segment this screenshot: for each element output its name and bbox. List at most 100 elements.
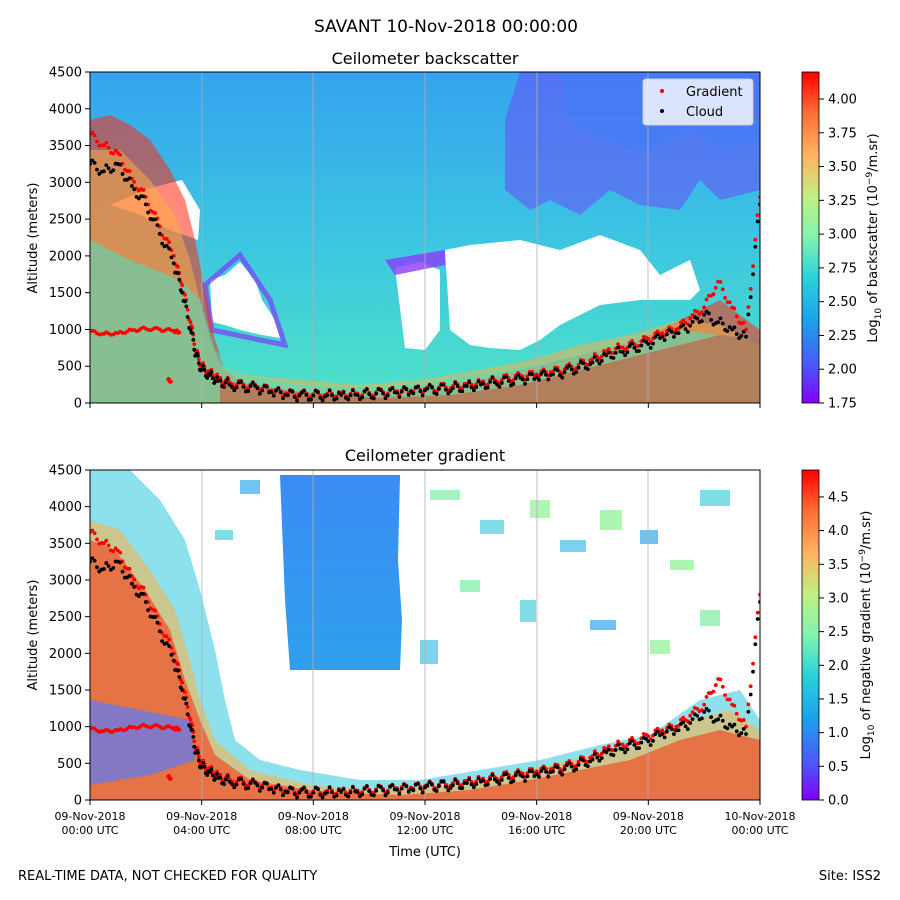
gradient-point — [702, 305, 707, 310]
cloud-point — [196, 361, 201, 366]
gradient-point — [210, 770, 215, 775]
cloud-point — [434, 789, 439, 793]
cloud-point — [183, 696, 187, 701]
cloud-point — [734, 729, 739, 734]
cloud-point — [257, 391, 262, 396]
backscatter-x-ticks — [89, 403, 761, 408]
cloud-point — [688, 721, 693, 725]
cloud-point — [499, 778, 504, 782]
backscatter-gap-mid — [395, 262, 440, 350]
cloud-point — [497, 782, 502, 786]
cloud-point — [225, 377, 230, 382]
cloud-point — [411, 391, 416, 396]
gradient-point — [751, 661, 755, 666]
cloud-point — [215, 374, 219, 379]
gradient-point — [164, 634, 169, 639]
gradient-point — [95, 537, 99, 542]
backscatter-panel: Ceilometer backscatter — [26, 49, 884, 412]
cloud-point — [613, 350, 618, 355]
y-tick-label: 4500 — [49, 66, 82, 81]
y-tick-label: 500 — [57, 360, 82, 375]
cloud-point — [616, 345, 620, 350]
cloud-point — [292, 395, 297, 400]
cloud-point — [327, 388, 332, 393]
gradient-point — [132, 179, 137, 184]
gradient-point — [210, 373, 215, 378]
cloud-point — [290, 389, 295, 394]
cloud-point — [720, 718, 725, 723]
cloud-point — [196, 758, 201, 763]
cloud-point — [371, 396, 376, 401]
cloud-point — [390, 783, 395, 788]
cloud-point — [118, 560, 123, 565]
cloud-point — [755, 219, 760, 224]
cloud-point — [558, 770, 562, 775]
cloud-point — [464, 384, 469, 388]
cloud-point — [595, 755, 600, 760]
cloud-point — [418, 389, 423, 394]
gradient-point — [753, 237, 758, 242]
cloud-point — [120, 172, 125, 176]
cloud-point — [227, 382, 232, 387]
gradient-point — [711, 689, 716, 694]
cloud-point — [257, 788, 262, 793]
cloud-point — [285, 790, 290, 795]
cloud-point — [406, 789, 411, 794]
gradient-point — [720, 684, 725, 689]
gradient-point — [185, 307, 190, 312]
gradient-point — [180, 283, 185, 288]
gradient-point — [92, 531, 97, 536]
cloud-point — [525, 774, 530, 779]
cloud-point — [141, 592, 146, 596]
gradient-point — [655, 329, 660, 334]
cloud-point — [241, 384, 246, 389]
cloud-point — [485, 385, 490, 390]
cloud-point — [127, 176, 132, 181]
y-tick-label: 2000 — [49, 249, 82, 264]
cloud-point — [560, 375, 565, 380]
cloud-point — [399, 786, 404, 791]
colorbar-tick-label: 2.00 — [828, 363, 857, 378]
gradient-lower-layer-point — [169, 379, 173, 384]
gradient-point — [606, 347, 611, 351]
cloud-point — [451, 783, 455, 788]
cloud-point — [225, 774, 230, 779]
cloud-point — [585, 367, 590, 372]
cloud-point — [490, 375, 495, 380]
cloud-point — [157, 629, 162, 634]
cloud-point — [441, 382, 446, 387]
cloud-point — [718, 713, 723, 718]
cloud-point — [530, 769, 534, 774]
cloud-point — [732, 325, 737, 330]
cloud-point — [485, 782, 490, 787]
cloud-point — [474, 782, 479, 787]
cloud-point — [437, 387, 441, 391]
cloud-point — [190, 331, 195, 335]
x-tick-time-label: 08:00 UTC — [285, 824, 342, 837]
cloud-point — [227, 779, 232, 784]
backscatter-vertical-grid — [201, 72, 649, 403]
cloud-point — [253, 383, 258, 388]
gradient-point — [744, 327, 748, 332]
gradient-point — [102, 541, 106, 546]
gradient-point — [90, 130, 95, 135]
cloud-point — [188, 724, 193, 729]
gradient-point — [132, 577, 137, 582]
cloud-point — [690, 717, 695, 722]
cloud-point — [516, 770, 520, 774]
cloud-point — [205, 773, 210, 777]
cloud-point — [753, 642, 758, 647]
cloud-point — [481, 778, 486, 783]
cloud-point — [606, 350, 611, 355]
cloud-point — [136, 594, 141, 599]
gradient-point — [616, 342, 620, 347]
cloud-point — [464, 781, 469, 786]
gradient-point — [176, 662, 180, 667]
cloud-point — [309, 794, 313, 799]
colorbar-tick-label: 3.50 — [828, 160, 857, 175]
cloud-point — [471, 785, 476, 790]
cloud-point — [348, 393, 353, 398]
cloud-point — [111, 168, 116, 173]
cloud-point — [355, 790, 360, 795]
cloud-point — [499, 381, 504, 385]
